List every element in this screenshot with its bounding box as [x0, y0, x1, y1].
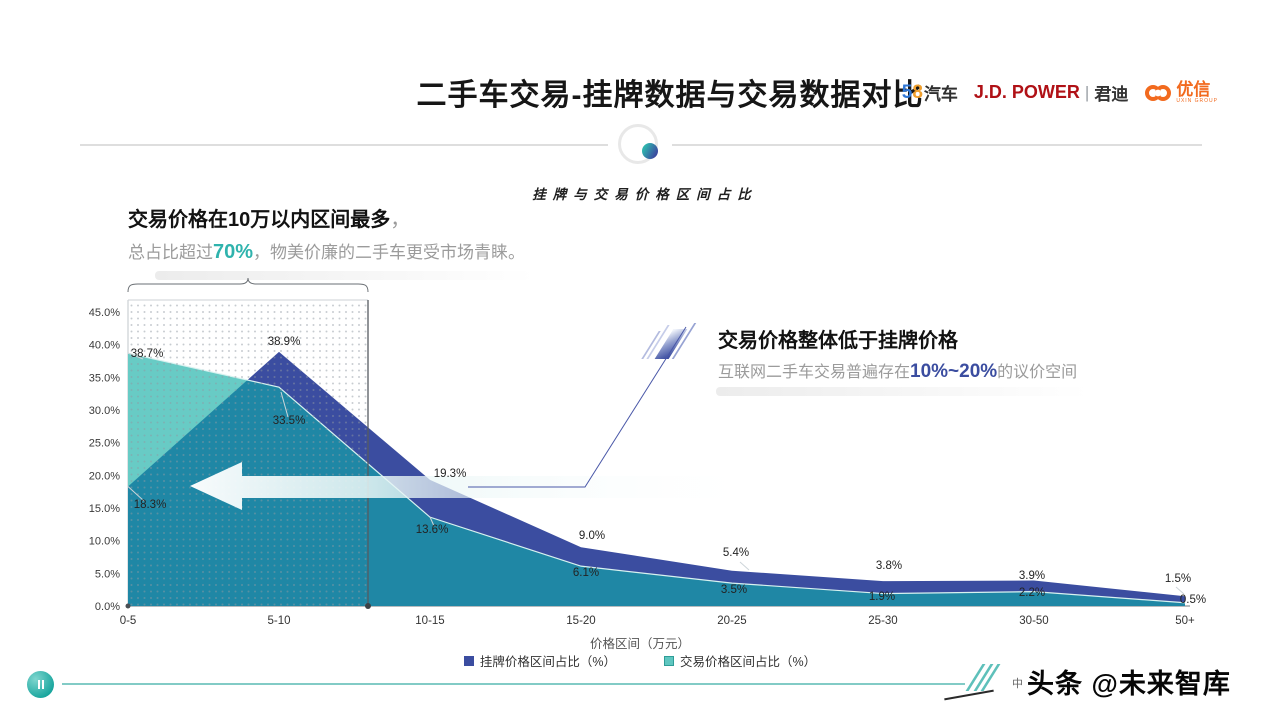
x-tick-30-50: 30-50 — [1019, 615, 1048, 627]
label-deal-30-50: 2.2% — [1019, 587, 1045, 599]
left-callout-title: 交易价格在10万以内区间最多， — [128, 203, 410, 232]
uxin-rings-icon — [1145, 84, 1172, 101]
label-deal-20-25: 3.5% — [721, 584, 747, 596]
right-callout-title: 交易价格整体低于挂牌价格 — [718, 330, 958, 352]
label-listing-30-50: 3.9% — [1019, 570, 1045, 582]
logo-uxin-subtext: UXIN GROUP — [1176, 98, 1218, 104]
divider-line-left — [80, 144, 608, 146]
y-tick-35.0%: 35.0% — [89, 372, 120, 384]
logo-uxin-text: 优信 — [1176, 80, 1211, 99]
watermark-prefix: 中 — [1012, 678, 1024, 690]
chart-kicker: 挂牌与交易价格区间占比 — [532, 187, 758, 202]
y-tick-25.0%: 25.0% — [89, 438, 120, 450]
divider-ring-icon — [618, 124, 658, 164]
y-tick-40.0%: 40.0% — [89, 340, 120, 352]
y-tick-10.0%: 10.0% — [89, 536, 120, 548]
right-callout-lead: 互联网二手车交易普遍存在 — [718, 364, 911, 381]
left-callout-rest: ，物美价廉的二手车更受市场青睐。 — [253, 243, 526, 262]
y-tick-5.0%: 5.0% — [95, 568, 120, 580]
legend-item-deal: 交易价格区间占比（%） — [664, 651, 816, 670]
left-callout-highlight: 70% — [213, 241, 254, 263]
left-callout-title-text: 交易价格在10万以内区间最多 — [128, 209, 391, 231]
logo-uxin: 优信 UXIN GROUP — [1144, 81, 1218, 104]
x-tick-5-10: 5-10 — [267, 615, 290, 627]
legend-swatch-deal-icon — [664, 655, 674, 666]
brace-icon — [127, 277, 369, 293]
callout-connector — [468, 326, 687, 488]
footer-accent-line — [62, 683, 965, 685]
left-callout-title-suffix: ， — [390, 209, 411, 231]
logo-jdpower: J.D. POWER | 君迪 — [974, 80, 1128, 105]
right-callout-subtitle: 互联网二手车交易普遍存在10%~20%的议价空间 — [718, 358, 1077, 383]
label-listing-10-15: 19.3% — [434, 468, 467, 480]
label-listing-50+: 1.5% — [1165, 573, 1191, 585]
left-callout-subtitle: 总占比超过70%，物美价廉的二手车更受市场青睐。 — [128, 238, 525, 264]
chart-svg: 18.3% 38.9% 19.3% 9.0% 5.4% 3.8% 3.9% 1.5% 38.7%… — [89, 277, 1206, 627]
label-deal-25-30: 1.9% — [869, 591, 895, 603]
label-listing-15-20: 9.0% — [579, 530, 605, 542]
y-tick-15.0%: 15.0% — [89, 503, 120, 515]
footer-dark-line — [944, 689, 994, 701]
right-callout-highlight: 10%~20% — [910, 361, 998, 382]
label-deal-50+: 0.5% — [1180, 594, 1206, 606]
watermark-slashes-icon — [965, 664, 1000, 691]
label-deal-15-20: 6.1% — [573, 567, 599, 579]
x-tick-10-15: 10-15 — [415, 615, 444, 627]
logo-58-digit8: 8 — [912, 81, 923, 103]
x-tick-20-25: 20-25 — [717, 615, 746, 627]
right-callout-rest: 的议价空间 — [997, 364, 1078, 381]
x-tick-25-30: 25-30 — [868, 615, 897, 627]
area-deal — [128, 353, 1185, 606]
hatch-region — [128, 300, 368, 606]
right-soft-underline — [716, 387, 1108, 396]
x-tick-50+: 50+ — [1175, 615, 1195, 627]
left-callout-lead: 总占比超过 — [128, 243, 213, 262]
y-tick-0.0%: 0.0% — [95, 601, 120, 613]
y-tick-30.0%: 30.0% — [89, 405, 120, 417]
y-tick-20.0%: 20.0% — [89, 470, 120, 482]
logo-58-cn: 汽车 — [923, 85, 958, 104]
legend-swatch-listing-icon — [463, 655, 474, 666]
legend-label-deal: 交易价格区间占比（%） — [680, 655, 817, 669]
label-deal-10-15: 13.6% — [416, 524, 449, 536]
watermark-text: 头条 @未来智库 — [1027, 669, 1231, 699]
legend-item-listing: 挂牌价格区间占比（%） — [463, 651, 616, 670]
logo-jundi-text: 君迪 — [1094, 85, 1129, 104]
label-listing-20-25: 5.4% — [723, 547, 749, 559]
watermark: 中头条 @未来智库 — [1012, 662, 1231, 701]
label-listing-25-30: 3.8% — [876, 560, 902, 572]
y-tick-45.0%: 45.0% — [89, 307, 120, 319]
label-deal-0-5: 38.7% — [131, 348, 164, 360]
label-listing-0-5: 18.3% — [134, 499, 167, 511]
left-soft-underline — [155, 271, 555, 280]
chart-legend: 挂牌价格区间占比（%） 交易价格区间占比（%） — [0, 651, 1280, 670]
x-tick-0-5: 0-5 — [120, 615, 137, 627]
page-title: 二手车交易-挂牌数据与交易数据对比 — [416, 79, 924, 112]
x-tick-15-20: 15-20 — [566, 615, 595, 627]
logo-separator: | — [1084, 82, 1090, 102]
divider-line-right — [672, 144, 1202, 146]
label-listing-5-10: 38.9% — [268, 336, 301, 348]
label-deal-5-10: 33.5% — [273, 415, 306, 427]
pause-icon — [27, 671, 54, 698]
divider-dot-icon — [642, 143, 658, 159]
price-distribution-chart: 18.3% 38.9% 19.3% 9.0% 5.4% 3.8% 3.9% 1.5% 38.7%… — [70, 270, 1210, 632]
left-arrow-icon — [190, 462, 770, 510]
logo-58qiche: 5 8 汽车 — [902, 80, 958, 105]
logo-jdpower-text: J.D. POWER — [973, 82, 1080, 102]
legend-label-listing: 挂牌价格区间占比（%） — [479, 655, 616, 669]
partner-logos: 5 8 汽车 J.D. POWER | 君迪 优信 UXIN GROUP — [902, 80, 1218, 105]
logo-58-digit5: 5 — [901, 81, 913, 103]
x-axis-title: 价格区间（万元） — [589, 637, 690, 651]
